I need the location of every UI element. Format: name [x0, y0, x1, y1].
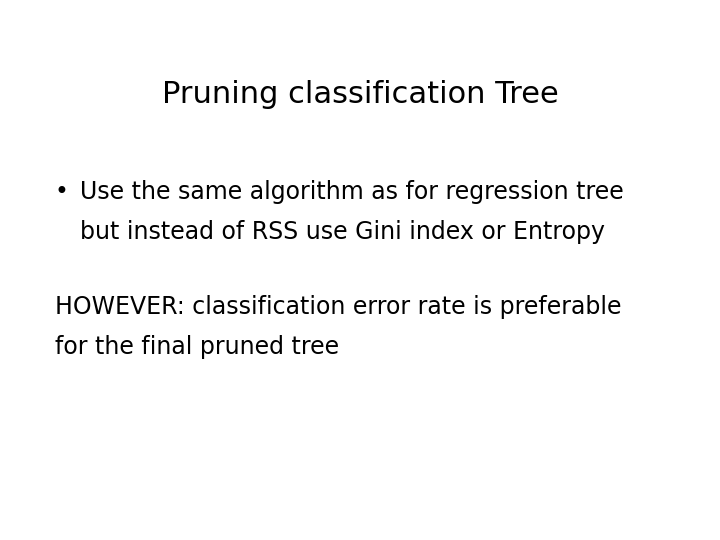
Text: HOWEVER: classification error rate is preferable: HOWEVER: classification error rate is pr…: [55, 295, 621, 319]
Text: but instead of RSS use Gini index or Entropy: but instead of RSS use Gini index or Ent…: [80, 220, 605, 244]
Text: •: •: [55, 180, 69, 204]
Text: Pruning classification Tree: Pruning classification Tree: [161, 80, 559, 109]
Text: Use the same algorithm as for regression tree: Use the same algorithm as for regression…: [80, 180, 624, 204]
Text: for the final pruned tree: for the final pruned tree: [55, 335, 339, 359]
